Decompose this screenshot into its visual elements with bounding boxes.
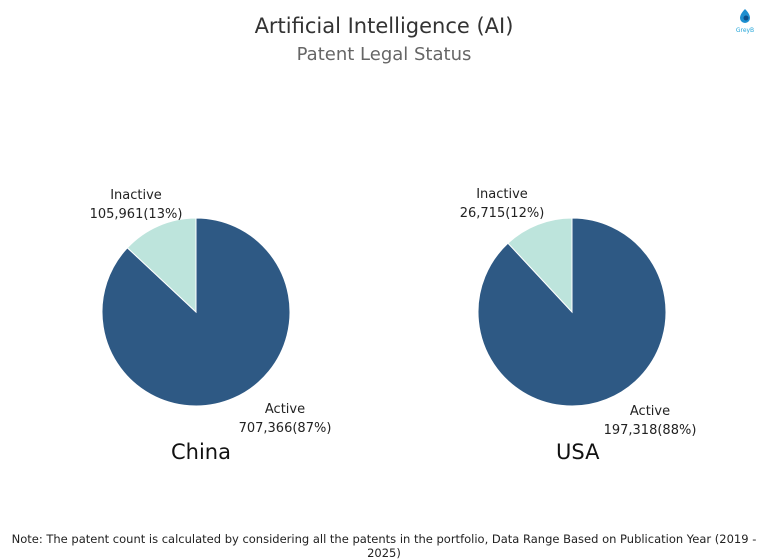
usa-inactive-value: 26,715(12%) bbox=[447, 204, 557, 223]
usa-inactive-label: Inactive 26,715(12%) bbox=[447, 185, 557, 223]
footnote: Note: The patent count is calculated by … bbox=[0, 532, 768, 560]
china-inactive-name: Inactive bbox=[66, 186, 206, 205]
china-pie-title: China bbox=[171, 440, 231, 464]
china-active-value: 707,366(87%) bbox=[230, 419, 340, 438]
usa-pie-title: USA bbox=[556, 440, 599, 464]
usa-inactive-name: Inactive bbox=[447, 185, 557, 204]
usa-active-label: Active 197,318(88%) bbox=[595, 402, 705, 440]
china-active-label: Active 707,366(87%) bbox=[230, 400, 340, 438]
usa-active-name: Active bbox=[595, 402, 705, 421]
usa-active-value: 197,318(88%) bbox=[595, 421, 705, 440]
china-active-name: Active bbox=[230, 400, 340, 419]
china-inactive-value: 105,961(13%) bbox=[66, 205, 206, 224]
china-inactive-label: Inactive 105,961(13%) bbox=[66, 186, 206, 224]
